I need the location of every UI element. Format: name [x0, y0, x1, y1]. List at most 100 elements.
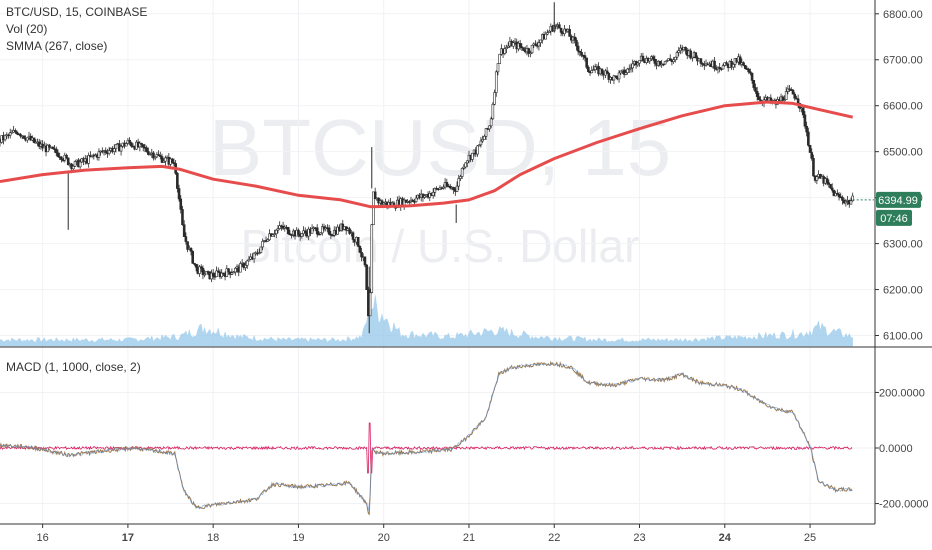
candle-body [754, 87, 757, 92]
time-axis[interactable]: 16 17 18 19 20 21 22 23 24 25 [37, 524, 817, 544]
candle-body [529, 52, 532, 55]
candle-body [147, 151, 150, 155]
candle-body [663, 60, 667, 65]
candle-body [194, 263, 198, 268]
candle-body [605, 70, 609, 74]
candle-body [530, 44, 534, 54]
candle-body [268, 233, 271, 241]
candle-body [617, 72, 621, 80]
candle-body [489, 118, 493, 127]
candle-body [232, 271, 235, 274]
candle-body [844, 201, 848, 204]
candle-body [691, 56, 694, 59]
candle-body [201, 267, 205, 275]
candle-body [184, 236, 188, 242]
candle-body [15, 131, 19, 135]
price-tick-label: 6500.00 [883, 147, 923, 159]
candle-body [830, 187, 834, 191]
candle-body [755, 91, 759, 97]
candle-body [162, 160, 166, 163]
candle-body [465, 160, 469, 164]
candle-body [803, 114, 807, 127]
watermark-ticker: BTCUSD, 15 [209, 103, 671, 192]
time-tick-label: 21 [463, 532, 475, 544]
candle-body [488, 125, 491, 130]
candle-body [491, 103, 495, 120]
candle-body [317, 233, 321, 236]
indicator-smma[interactable]: SMMA (267, close) [6, 39, 108, 53]
candle-body [742, 62, 745, 66]
candle-body [48, 144, 51, 148]
last-price-badge: 6394.99 07:46 [876, 191, 921, 226]
candle-body [791, 89, 795, 95]
macd-title[interactable]: MACD (1, 1000, close, 2) [6, 360, 141, 374]
candle-body [457, 178, 461, 187]
candle-body [607, 73, 611, 80]
candle-body [182, 224, 186, 237]
candle-body [211, 272, 215, 277]
candle-body [360, 251, 363, 258]
candle-body [273, 233, 276, 236]
time-tick-label: 23 [633, 532, 645, 544]
time-tick-label: 18 [207, 532, 219, 544]
candle-body [600, 68, 604, 74]
candle-body [365, 264, 368, 290]
candle-body [164, 157, 167, 162]
candle-body [114, 144, 118, 150]
candle-body [537, 42, 541, 47]
candle-body [506, 45, 510, 48]
candle-body [46, 144, 50, 153]
candle-body [51, 146, 55, 150]
candle-body [651, 56, 655, 60]
macd-axis[interactable]: 200.0000 0.0000 -200.0000 [875, 387, 929, 511]
candle-body [124, 143, 128, 147]
candle-body [629, 67, 633, 70]
candle-body [477, 144, 481, 147]
candle-body [452, 187, 455, 191]
candle-body [140, 142, 143, 145]
symbol-header[interactable]: BTC/USD, 15, COINBASE [6, 5, 148, 19]
candle-body [157, 154, 160, 156]
candle-body [445, 182, 449, 187]
candle-body [220, 272, 223, 277]
candle-body [483, 135, 486, 140]
candle-body [815, 176, 819, 181]
candle-body [689, 50, 692, 59]
price-axis[interactable]: 6800.006700.006600.006500.006400.006300.… [875, 9, 923, 343]
candle-body [119, 146, 123, 152]
candle-body [329, 233, 333, 236]
candle-body [303, 230, 307, 234]
candle-body [315, 227, 319, 235]
main-legend: BTC/USD, 15, COINBASE Vol (20) SMMA (267… [6, 4, 147, 55]
indicator-vol[interactable]: Vol (20) [6, 22, 48, 36]
candle-body [14, 130, 17, 133]
time-tick-label: 25 [804, 532, 816, 544]
candle-body [825, 178, 829, 184]
candle-body [793, 93, 797, 99]
candle-body [518, 43, 522, 48]
candle-body [592, 69, 595, 71]
candle-body [373, 191, 377, 200]
candle-body [153, 156, 157, 159]
candle-body [624, 72, 628, 75]
macd-legend: MACD (1, 1000, close, 2) [6, 359, 141, 376]
candle-body [527, 48, 530, 54]
countdown-label: 07:46 [880, 213, 908, 225]
candle-body [626, 68, 629, 73]
candle-body [812, 158, 815, 177]
candle-body [300, 233, 304, 237]
price-tick-label: 6100.00 [883, 331, 923, 343]
macd-histogram-line [0, 362, 853, 511]
candle-body [380, 200, 384, 205]
candle-body [191, 250, 195, 264]
candle-body [179, 198, 183, 210]
candle-body [356, 236, 360, 247]
candle-body [159, 155, 162, 157]
candle-body [568, 28, 571, 37]
candle-body [56, 152, 60, 157]
candle-body [612, 75, 616, 81]
candle-body [648, 58, 652, 62]
candle-body [539, 39, 542, 43]
candle-body [713, 60, 716, 69]
candle-body [481, 139, 484, 142]
